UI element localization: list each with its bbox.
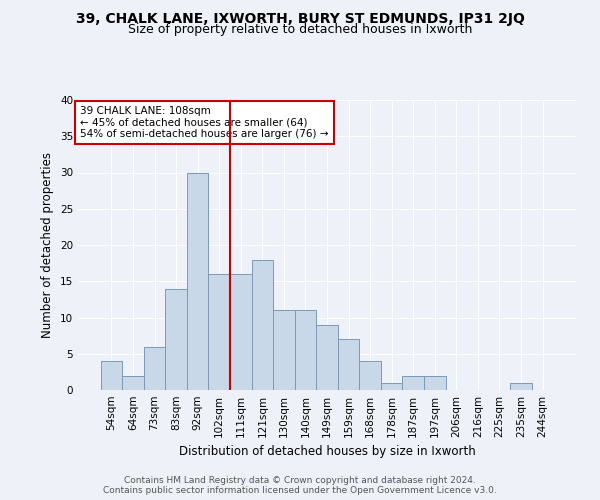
Bar xyxy=(230,274,251,390)
Bar xyxy=(101,361,122,390)
Bar xyxy=(381,383,403,390)
Y-axis label: Number of detached properties: Number of detached properties xyxy=(41,152,55,338)
Bar xyxy=(510,383,532,390)
Bar xyxy=(166,288,187,390)
Bar xyxy=(144,346,166,390)
Text: 39, CHALK LANE, IXWORTH, BURY ST EDMUNDS, IP31 2JQ: 39, CHALK LANE, IXWORTH, BURY ST EDMUNDS… xyxy=(76,12,524,26)
Text: Contains HM Land Registry data © Crown copyright and database right 2024.: Contains HM Land Registry data © Crown c… xyxy=(124,476,476,485)
Bar xyxy=(403,376,424,390)
Bar xyxy=(273,310,295,390)
Bar xyxy=(316,325,338,390)
Bar xyxy=(424,376,446,390)
Text: Contains public sector information licensed under the Open Government Licence v3: Contains public sector information licen… xyxy=(103,486,497,495)
Bar xyxy=(295,310,316,390)
X-axis label: Distribution of detached houses by size in Ixworth: Distribution of detached houses by size … xyxy=(179,446,475,458)
Text: Size of property relative to detached houses in Ixworth: Size of property relative to detached ho… xyxy=(128,24,472,36)
Bar xyxy=(338,339,359,390)
Bar xyxy=(208,274,230,390)
Bar xyxy=(187,172,208,390)
Bar xyxy=(251,260,273,390)
Bar xyxy=(122,376,144,390)
Text: 39 CHALK LANE: 108sqm
← 45% of detached houses are smaller (64)
54% of semi-deta: 39 CHALK LANE: 108sqm ← 45% of detached … xyxy=(80,106,329,139)
Bar xyxy=(359,361,381,390)
